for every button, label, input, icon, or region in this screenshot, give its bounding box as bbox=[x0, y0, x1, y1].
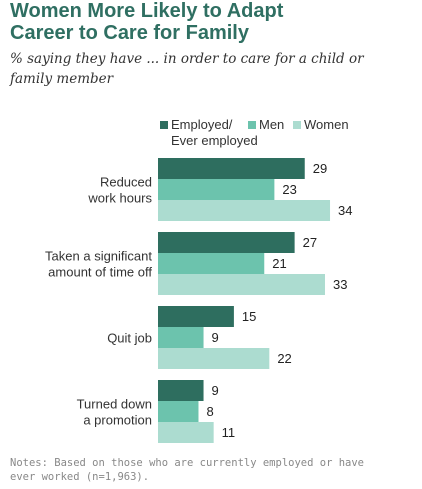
bar-men-3 bbox=[158, 327, 204, 348]
value-label-women-3: 22 bbox=[277, 351, 291, 366]
chart-title-line-1: Women More Likely to Adapt bbox=[10, 0, 284, 22]
bar-group-3: 15 9 22 Quit job bbox=[107, 306, 292, 369]
value-label-women-1: 34 bbox=[338, 203, 352, 218]
chart-subtitle-line-2: family member bbox=[10, 71, 114, 87]
category-label-2-line-1: Taken a significant bbox=[45, 249, 152, 264]
legend-swatch-men bbox=[248, 121, 256, 129]
bar-women-1 bbox=[158, 200, 331, 221]
chart-title: Women More Likely to Adapt Career to Car… bbox=[10, 0, 415, 44]
value-label-women-2: 33 bbox=[333, 277, 347, 292]
legend-swatch-women bbox=[293, 121, 301, 129]
category-label-4-line-2: a promotion bbox=[83, 413, 152, 428]
value-label-men-4: 8 bbox=[206, 404, 213, 419]
legend-item-men: Men bbox=[248, 117, 284, 132]
legend-label-women-line-1: Women bbox=[304, 117, 349, 132]
chart-title-line-2: Career to Care for Family bbox=[10, 22, 249, 44]
legend-label-employed-line-1: Employed/ bbox=[171, 117, 233, 132]
bar-men-4 bbox=[158, 401, 199, 422]
bar-employed-3 bbox=[158, 306, 234, 327]
chart-notes: Notes: Based on those who are currently … bbox=[10, 456, 410, 484]
category-label-1-line-2: work hours bbox=[87, 191, 152, 206]
value-label-women-4: 11 bbox=[222, 425, 236, 440]
legend-swatch-employed bbox=[160, 121, 168, 129]
chart-subtitle-line-1: % saying they have ... in order to care … bbox=[10, 51, 364, 67]
value-label-employed-2: 27 bbox=[303, 235, 317, 250]
chart-subtitle: % saying they have ... in order to care … bbox=[10, 49, 410, 89]
legend-item-women: Women bbox=[293, 117, 349, 132]
value-label-employed-4: 9 bbox=[212, 383, 219, 398]
legend-item-employed: Employed/Ever employed bbox=[160, 117, 258, 148]
value-label-men-2: 21 bbox=[272, 256, 286, 271]
category-label-3-line-1: Quit job bbox=[107, 331, 152, 346]
bar-men-2 bbox=[158, 253, 265, 274]
value-label-employed-3: 15 bbox=[242, 309, 256, 324]
legend-label-employed-line-2: Ever employed bbox=[171, 133, 258, 148]
bar-employed-2 bbox=[158, 232, 295, 253]
chart-notes-line-2: ever worked (n=1,963). bbox=[10, 471, 150, 483]
bar-women-4 bbox=[158, 422, 214, 443]
category-label-4-line-1: Turned down bbox=[77, 397, 152, 412]
bar-employed-1 bbox=[158, 158, 305, 179]
bar-men-1 bbox=[158, 179, 275, 200]
bar-employed-4 bbox=[158, 380, 204, 401]
value-label-employed-1: 29 bbox=[313, 161, 327, 176]
value-label-men-3: 9 bbox=[212, 330, 219, 345]
chart-notes-line-1: Notes: Based on those who are currently … bbox=[10, 457, 365, 469]
bar-women-3 bbox=[158, 348, 270, 369]
category-label-2-line-2: amount of time off bbox=[48, 265, 152, 280]
bar-women-2 bbox=[158, 274, 325, 295]
category-label-1-line-1: Reduced bbox=[100, 175, 152, 190]
legend-label-men-line-1: Men bbox=[259, 117, 284, 132]
value-label-men-1: 23 bbox=[282, 182, 296, 197]
